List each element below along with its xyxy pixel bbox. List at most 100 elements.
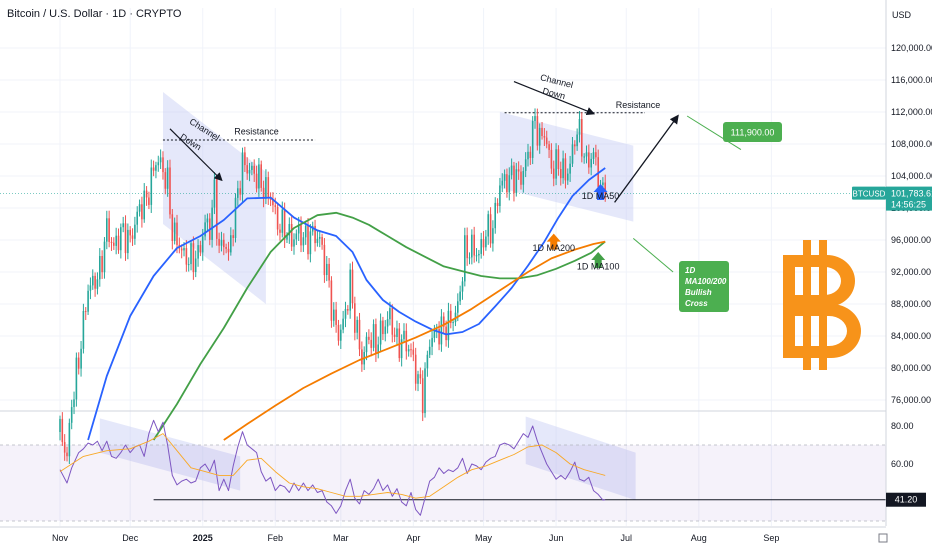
price-tick-label: 108,000.00 xyxy=(891,139,932,149)
candle-body xyxy=(241,152,244,195)
candle-body xyxy=(148,197,150,205)
candle-body xyxy=(244,152,246,166)
candle-body xyxy=(457,301,459,313)
candle-body xyxy=(293,239,295,247)
candle-body xyxy=(333,309,335,321)
candle-body xyxy=(396,328,398,337)
candle-body xyxy=(585,152,588,157)
candle-body xyxy=(248,170,251,174)
candle-body xyxy=(59,418,61,432)
candle-body xyxy=(283,209,286,240)
candle-body xyxy=(482,239,485,248)
candle-body xyxy=(276,207,279,230)
candle-body xyxy=(80,348,82,369)
candlesticks xyxy=(59,108,606,464)
bullish-cross-box xyxy=(679,261,729,312)
candle-body xyxy=(225,247,227,249)
candle-body xyxy=(400,339,403,359)
candle-body xyxy=(452,322,454,324)
candle-body xyxy=(407,349,410,352)
bitcoin-logo-icon xyxy=(783,240,861,370)
candle-body xyxy=(326,263,328,275)
candle-body xyxy=(375,324,377,354)
candle-body xyxy=(480,239,482,254)
candle-body xyxy=(592,152,595,159)
rsi-tag-label: 41.20 xyxy=(895,495,918,505)
candle-body xyxy=(110,241,113,243)
candle-body xyxy=(478,253,480,256)
candle-body xyxy=(513,165,515,194)
candle-body xyxy=(520,171,522,185)
resistance-label-2: Resistance xyxy=(616,100,661,110)
candle-body xyxy=(166,167,169,189)
candle-body xyxy=(496,202,499,206)
candle-body xyxy=(365,336,368,353)
candle-body xyxy=(61,418,64,443)
target-box xyxy=(723,122,782,142)
candle-body xyxy=(70,407,73,423)
price-tick-label: 96,000.00 xyxy=(891,235,931,245)
candle-body xyxy=(414,354,417,384)
price-tick-label: 88,000.00 xyxy=(891,299,931,309)
candle-body xyxy=(94,275,96,289)
candle-body xyxy=(485,236,487,248)
candle-body xyxy=(543,136,546,138)
candle-body xyxy=(185,248,188,265)
candle-body xyxy=(440,316,443,345)
candle-body xyxy=(115,235,117,246)
candle-body xyxy=(234,197,237,238)
rsi-tick-label: 60.00 xyxy=(891,459,914,469)
candle-body xyxy=(583,156,585,158)
channel-arrow-1 xyxy=(169,128,223,182)
candle-body xyxy=(152,167,155,171)
candle-body xyxy=(459,291,461,302)
candle-body xyxy=(443,316,445,327)
price-axis-bg xyxy=(886,0,932,550)
candle-body xyxy=(344,309,347,319)
candle-body xyxy=(382,320,384,335)
candle-body xyxy=(555,149,557,179)
candle-body xyxy=(531,121,534,158)
candle-body xyxy=(101,256,103,273)
candle-body xyxy=(501,180,504,186)
candle-body xyxy=(494,202,496,229)
candle-body xyxy=(417,374,419,384)
candle-body xyxy=(87,290,89,312)
settings-icon[interactable] xyxy=(878,533,888,543)
candle-body xyxy=(197,245,199,259)
time-tick-label: Sep xyxy=(763,533,779,543)
ma200-line xyxy=(223,240,606,441)
candle-body xyxy=(323,244,326,276)
candle-body xyxy=(173,222,176,241)
btc-logo-bottom xyxy=(783,304,861,358)
countdown-label: 14:56:25 xyxy=(891,200,926,210)
price-tick-label: 104,000.00 xyxy=(891,171,932,181)
rsi-tag xyxy=(886,492,926,507)
candle-body xyxy=(349,269,351,311)
candle-body xyxy=(492,228,494,244)
candle-body xyxy=(216,179,218,239)
ma50-line xyxy=(87,167,606,441)
candle-body xyxy=(73,399,75,408)
candle-body xyxy=(239,188,241,195)
candle-body xyxy=(183,248,185,251)
candle-body xyxy=(552,168,555,179)
candle-body xyxy=(377,344,379,354)
candle-body xyxy=(354,303,356,333)
channel-shapes xyxy=(99,92,636,501)
candle-body xyxy=(431,337,433,347)
candle-body xyxy=(447,310,450,341)
candle-body xyxy=(213,179,216,208)
candle-body xyxy=(356,319,358,333)
candle-body xyxy=(588,152,590,168)
candle-body xyxy=(602,182,604,185)
candle-body xyxy=(302,237,305,246)
projection-arrow xyxy=(614,114,679,203)
candle-body xyxy=(300,224,302,246)
candle-body xyxy=(223,239,225,248)
candle-body xyxy=(412,349,415,355)
currency-label: USD xyxy=(892,10,912,20)
candle-body xyxy=(106,218,108,242)
candle-body xyxy=(347,309,349,311)
